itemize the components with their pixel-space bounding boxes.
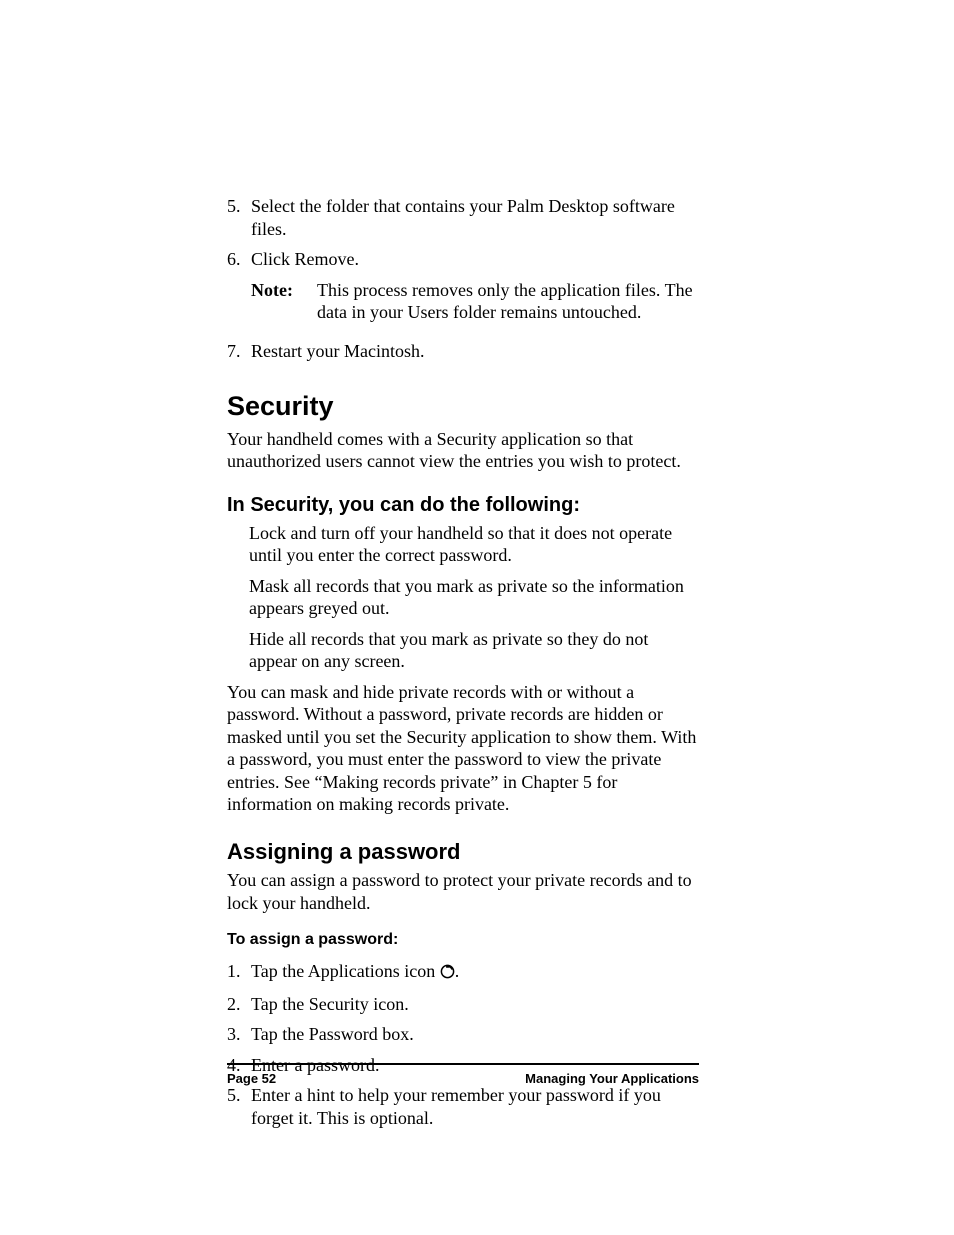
list-item: 3. Tap the Password box.	[227, 1023, 699, 1046]
list-number: 6.	[227, 248, 251, 332]
heading-security: Security	[227, 390, 699, 424]
list-item: 1. Tap the Applications icon .	[227, 960, 699, 985]
list-number: 5.	[227, 195, 251, 240]
applications-icon	[440, 962, 455, 985]
security-bullet-list: Lock and turn off your handheld so that …	[227, 522, 699, 673]
list-item: 7. Restart your Macintosh.	[227, 340, 699, 363]
step-post: .	[455, 961, 460, 981]
heading-howto: To assign a password:	[227, 930, 699, 950]
security-paragraph: You can mask and hide private records wi…	[227, 681, 699, 816]
assigning-ordered-list: 1. Tap the Applications icon . 2. Tap th…	[227, 960, 699, 1129]
document-page: 5. Select the folder that contains your …	[0, 0, 954, 1235]
list-text: Tap the Security icon.	[251, 993, 699, 1016]
list-number: 3.	[227, 1023, 251, 1046]
list-number: 1.	[227, 960, 251, 985]
list-item: 6. Click Remove. Note: This process remo…	[227, 248, 699, 332]
list-text: Tap the Applications icon .	[251, 960, 699, 985]
list-text: Enter a hint to help your remember your …	[251, 1084, 699, 1129]
footer-section-title: Managing Your Applications	[525, 1071, 699, 1087]
step-pre: Tap the Applications icon	[251, 961, 435, 981]
bullet-item: Lock and turn off your handheld so that …	[249, 522, 699, 567]
heading-security-sub: In Security, you can do the following:	[227, 493, 699, 518]
note-label: Note:	[251, 279, 317, 324]
list-text: Restart your Macintosh.	[251, 340, 699, 363]
bullet-item: Hide all records that you mark as privat…	[249, 628, 699, 673]
heading-assigning: Assigning a password	[227, 838, 699, 866]
note-block: Note: This process removes only the appl…	[251, 279, 699, 324]
list-number: 2.	[227, 993, 251, 1016]
list-item: 2. Tap the Security icon.	[227, 993, 699, 1016]
list-text: Click Remove.	[251, 248, 699, 271]
page-footer: Page 52 Managing Your Applications	[227, 1063, 699, 1087]
list-number: 7.	[227, 340, 251, 363]
list-item: 5. Select the folder that contains your …	[227, 195, 699, 240]
list-text: Select the folder that contains your Pal…	[251, 195, 699, 240]
footer-page-number: Page 52	[227, 1071, 276, 1087]
list-text: Tap the Password box.	[251, 1023, 699, 1046]
top-ordered-list: 5. Select the folder that contains your …	[227, 195, 699, 362]
security-intro: Your handheld comes with a Security appl…	[227, 428, 699, 473]
list-item: 5. Enter a hint to help your remember yo…	[227, 1084, 699, 1129]
list-number: 5.	[227, 1084, 251, 1129]
note-text: This process removes only the applicatio…	[317, 279, 699, 324]
list-body: Click Remove. Note: This process removes…	[251, 248, 699, 332]
bullet-item: Mask all records that you mark as privat…	[249, 575, 699, 620]
assigning-intro: You can assign a password to protect you…	[227, 869, 699, 914]
